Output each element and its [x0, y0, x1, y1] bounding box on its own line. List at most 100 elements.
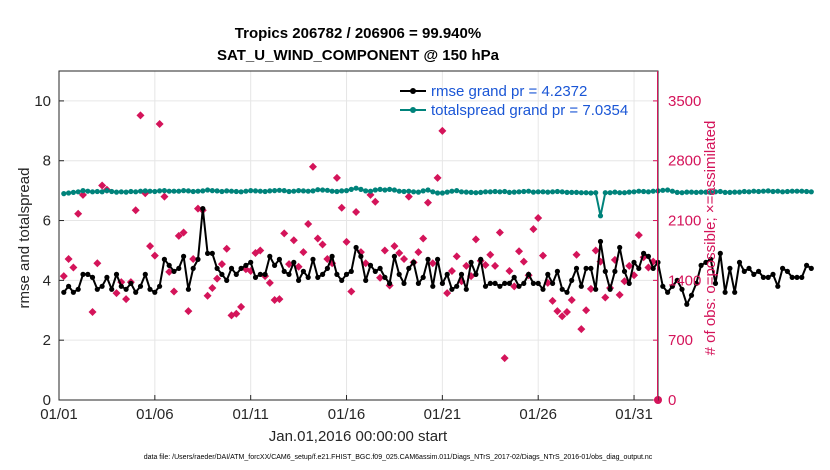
series-point-totalspread — [621, 190, 628, 196]
x-tick-label: 01/06 — [136, 406, 174, 423]
series-point-totalspread — [329, 188, 335, 194]
obs-marker — [174, 231, 183, 240]
series-point-totalspread — [367, 188, 374, 194]
plot-frame — [58, 70, 659, 401]
series-point-rmse — [794, 274, 800, 280]
series-point-totalspread — [473, 190, 479, 196]
obs-marker — [486, 250, 495, 259]
series-point-rmse — [334, 271, 340, 277]
series-point-totalspread — [205, 187, 211, 193]
obs-marker — [366, 190, 375, 199]
series-point-rmse — [487, 280, 493, 286]
series-point-rmse — [118, 283, 124, 289]
series-point-rmse — [248, 259, 254, 265]
legend-label-spread: totalspread grand pr = 7.0354 — [431, 102, 628, 119]
series-point-totalspread — [478, 189, 484, 195]
obs-marker — [414, 248, 423, 257]
series-point-rmse — [80, 271, 86, 277]
series-point-totalspread — [497, 189, 503, 195]
series-point-rmse — [636, 265, 642, 271]
series-point-totalspread — [214, 188, 220, 194]
series-point-rmse — [358, 253, 364, 259]
series-point-totalspread — [391, 187, 397, 193]
obs-marker — [553, 307, 562, 316]
series-point-totalspread — [545, 189, 551, 195]
series-point-totalspread — [382, 187, 388, 193]
series-point-totalspread — [358, 186, 364, 192]
series-point-rmse — [703, 259, 709, 265]
series-point-totalspread — [698, 189, 704, 195]
series-point-totalspread — [248, 188, 254, 194]
series-point-rmse — [185, 286, 191, 292]
series-point-totalspread — [693, 189, 699, 195]
obs-marker — [519, 257, 528, 266]
series-point-rmse — [363, 277, 369, 283]
series-point-totalspread — [482, 189, 489, 195]
obs-marker — [217, 260, 226, 269]
series-point-totalspread — [176, 188, 182, 194]
series-point-totalspread — [492, 188, 498, 195]
series-point-totalspread — [425, 187, 431, 193]
series-point-rmse — [243, 262, 249, 268]
series-point-totalspread — [157, 188, 163, 194]
series-point-rmse — [617, 244, 623, 251]
series-point-rmse — [597, 238, 604, 245]
series-point-rmse — [137, 283, 144, 289]
series-point-rmse — [492, 280, 498, 286]
series-point-totalspread — [152, 188, 158, 195]
series-point-totalspread — [808, 189, 814, 195]
obs-marker — [165, 267, 174, 276]
series-point-totalspread — [113, 189, 120, 195]
series-point-totalspread — [291, 188, 297, 194]
series-point-rmse — [142, 271, 148, 277]
series-point-totalspread — [669, 188, 676, 194]
obs-marker — [615, 290, 624, 299]
series-point-totalspread — [142, 188, 148, 194]
series-point-totalspread — [137, 188, 144, 194]
y2-tick-label: 1400 — [668, 272, 701, 289]
obs-marker — [332, 173, 341, 182]
obs-marker — [491, 261, 500, 270]
series-point-totalspread — [727, 189, 733, 195]
series-point-totalspread — [722, 189, 728, 195]
series-point-totalspread — [372, 187, 378, 193]
series-point-totalspread — [123, 189, 129, 195]
obs-marker — [591, 246, 600, 255]
axis-ticks: 01/01 01/06 01/11 01/16 01/21 01/26 01/31 0 2 4 6 8… — [34, 93, 701, 423]
series-point-totalspread — [526, 188, 532, 194]
series-point-rmse — [152, 289, 158, 295]
series-point-rmse — [195, 256, 201, 262]
series-point-rmse — [123, 286, 129, 292]
series-point-rmse — [526, 271, 532, 277]
series-point-totalspread — [804, 188, 810, 195]
series-point-totalspread — [219, 188, 225, 195]
series-point-totalspread — [593, 190, 599, 196]
obs-marker — [404, 192, 413, 201]
obs-marker — [452, 252, 461, 261]
obs-marker — [634, 231, 643, 240]
series-point-rmse — [612, 268, 618, 274]
series-point-rmse — [550, 280, 556, 286]
series-point-totalspread — [104, 188, 110, 194]
series-point-rmse — [698, 262, 704, 268]
series-point-rmse — [435, 256, 441, 262]
series-point-rmse — [444, 271, 450, 277]
obs-marker — [213, 274, 222, 283]
series-point-totalspread — [185, 188, 191, 194]
series-point-totalspread — [305, 188, 311, 194]
y-axis-label: rmse and totalspread — [16, 168, 33, 309]
series-point-rmse — [99, 283, 105, 289]
obs-marker — [74, 209, 83, 218]
series-point-totalspread — [420, 188, 426, 194]
obs-marker — [289, 236, 298, 245]
series-point-totalspread — [171, 188, 177, 194]
series-point-rmse — [780, 265, 786, 271]
series-point-rmse — [708, 256, 714, 262]
series-point-rmse — [631, 259, 637, 265]
obs-marker — [208, 284, 217, 293]
series-point-totalspread — [401, 188, 407, 195]
series-point-totalspread — [564, 189, 570, 195]
series-point-rmse — [765, 274, 771, 280]
obs-marker — [285, 260, 294, 269]
series-point-totalspread — [784, 188, 791, 195]
